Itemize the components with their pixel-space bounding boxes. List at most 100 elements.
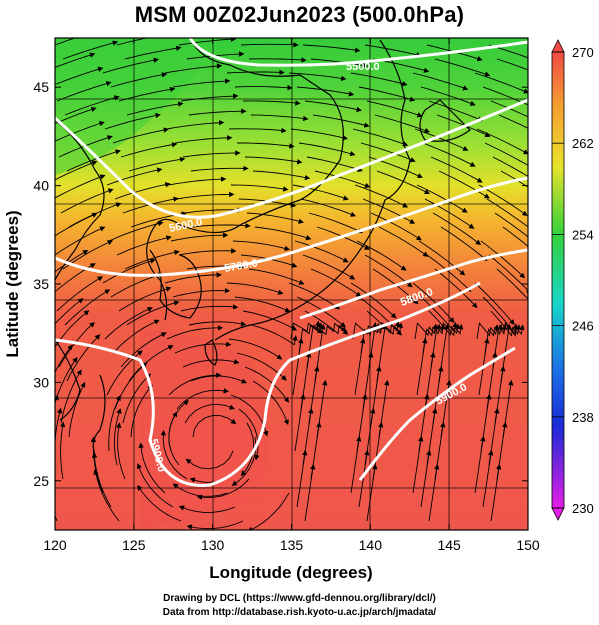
streamline <box>184 207 243 214</box>
streamline <box>424 351 436 410</box>
streamline <box>60 369 82 424</box>
streamline <box>426 254 472 292</box>
streamline <box>488 254 528 295</box>
streamline <box>478 337 490 396</box>
streamline <box>474 282 515 325</box>
streamline <box>414 128 469 151</box>
streamline <box>62 40 119 60</box>
streamline <box>422 142 476 167</box>
streamline <box>228 127 287 134</box>
colorbar-tick-label: 254 <box>572 227 594 242</box>
streamline <box>102 258 156 284</box>
streamline <box>124 249 180 270</box>
x-tick-label: 150 <box>516 537 540 553</box>
wind-streamlines <box>55 38 528 530</box>
streamline <box>414 322 438 340</box>
streamline <box>172 78 231 88</box>
streamline <box>306 156 364 172</box>
streamline <box>308 212 364 234</box>
streamline <box>298 142 356 157</box>
streamline <box>108 395 121 452</box>
streamline <box>486 351 498 410</box>
streamline <box>292 184 349 201</box>
streamline <box>290 128 348 141</box>
streamline <box>298 320 321 354</box>
streamline <box>362 351 374 410</box>
streamline <box>294 393 306 452</box>
streamline <box>498 322 525 337</box>
streamline <box>174 341 232 354</box>
streamline <box>428 100 484 122</box>
streamline <box>352 128 409 147</box>
streamline <box>242 310 298 331</box>
streamline <box>424 198 475 229</box>
streamline <box>55 344 73 374</box>
height-contours <box>55 38 528 487</box>
streamline <box>64 289 111 326</box>
streamline <box>356 393 368 452</box>
colorbar-tick-label: 230 <box>572 501 594 516</box>
contour-label-5900-right: 5900.0 <box>434 381 469 407</box>
streamline <box>432 212 482 245</box>
streamline <box>186 520 244 530</box>
streamline <box>426 44 483 62</box>
streamline <box>110 272 164 298</box>
streamline <box>106 167 163 186</box>
streamline <box>488 44 528 59</box>
streamline <box>304 100 362 113</box>
streamline <box>500 170 528 188</box>
x-tick-label: 130 <box>201 537 225 553</box>
streamline <box>492 324 508 368</box>
streamline <box>372 58 430 73</box>
streamline <box>114 361 148 410</box>
map-plot-area: 5500.0 5600.0 5700.0 5800.0 5900.0 5900.… <box>55 38 528 530</box>
streamline <box>180 304 239 312</box>
streamline <box>242 100 301 106</box>
streamline <box>238 198 297 208</box>
streamline <box>182 150 241 158</box>
contour-label-5800: 5800.0 <box>399 286 435 309</box>
streamline <box>430 323 446 368</box>
streamline <box>254 226 312 241</box>
streamline <box>296 296 346 328</box>
streamline <box>426 407 438 466</box>
streamline <box>494 212 528 238</box>
streamline <box>368 156 423 179</box>
contour-label-5900-left: 5900.0 <box>147 438 167 474</box>
x-axis-label: Longitude (degrees) <box>209 563 372 582</box>
streamline <box>482 296 519 335</box>
streamline <box>174 135 233 144</box>
streamline <box>240 42 299 48</box>
streamline <box>422 323 442 354</box>
streamline <box>164 272 222 284</box>
streamline <box>314 323 326 382</box>
streamline <box>376 170 431 195</box>
streamline <box>55 298 84 325</box>
streamline <box>358 86 416 102</box>
streamline <box>300 351 312 410</box>
streamline <box>250 324 298 346</box>
streamline <box>288 282 341 310</box>
streamline <box>55 514 58 522</box>
y-tick-label: 45 <box>33 79 49 95</box>
streamline <box>237 142 295 149</box>
streamline <box>112 319 160 354</box>
streamline <box>354 184 409 208</box>
streamline <box>55 106 97 125</box>
streamline <box>168 411 180 466</box>
chart-title: MSM 00Z02Jun2023 (500.0hPa) <box>134 2 465 27</box>
streamline <box>302 407 314 466</box>
coastlines <box>55 38 471 456</box>
streamline <box>104 307 153 340</box>
streamline <box>116 38 148 46</box>
streamline <box>412 435 424 494</box>
streamline <box>60 188 114 214</box>
streamline <box>93 469 120 522</box>
streamline <box>474 435 486 494</box>
streamline <box>238 408 260 461</box>
streamline <box>300 198 357 217</box>
colorbar-tick-label: 238 <box>572 410 594 425</box>
streamline <box>55 66 104 86</box>
streamline <box>418 240 466 276</box>
